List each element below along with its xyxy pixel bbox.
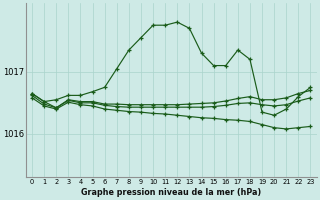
X-axis label: Graphe pression niveau de la mer (hPa): Graphe pression niveau de la mer (hPa) bbox=[81, 188, 261, 197]
